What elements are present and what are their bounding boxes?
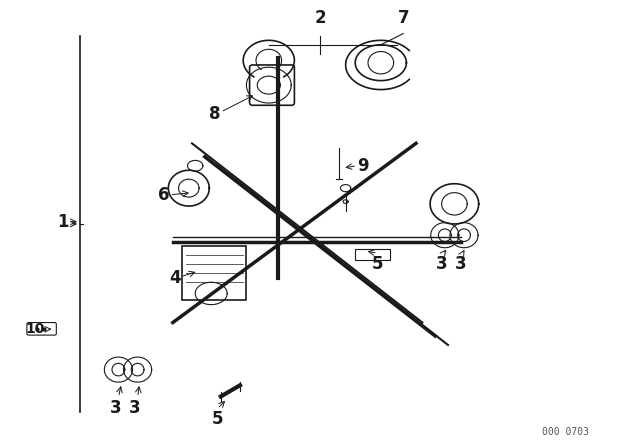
Text: 5: 5	[212, 410, 223, 428]
Text: 2: 2	[314, 9, 326, 27]
FancyBboxPatch shape	[250, 65, 294, 105]
Text: 000 0703: 000 0703	[542, 427, 589, 437]
Text: 3: 3	[455, 255, 467, 273]
FancyBboxPatch shape	[27, 323, 56, 335]
Text: 3: 3	[109, 399, 121, 417]
Text: 3: 3	[129, 399, 140, 417]
Bar	[355, 249, 390, 260]
Text: 7: 7	[397, 9, 409, 27]
Bar	[182, 246, 246, 300]
Text: 6: 6	[158, 186, 170, 204]
Text: 1: 1	[58, 213, 69, 231]
Text: 5: 5	[372, 255, 383, 273]
Text: 9: 9	[357, 157, 369, 175]
Text: 8: 8	[209, 105, 221, 123]
Text: 3: 3	[436, 255, 447, 273]
Text: 10: 10	[26, 322, 45, 336]
Text: 4: 4	[169, 269, 180, 287]
